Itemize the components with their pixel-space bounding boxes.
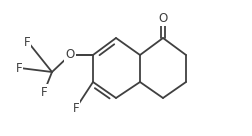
Text: F: F [24, 35, 30, 49]
Text: F: F [72, 101, 79, 115]
Text: O: O [65, 49, 74, 61]
Text: F: F [41, 86, 47, 98]
Text: O: O [158, 12, 167, 24]
Text: F: F [16, 61, 22, 75]
